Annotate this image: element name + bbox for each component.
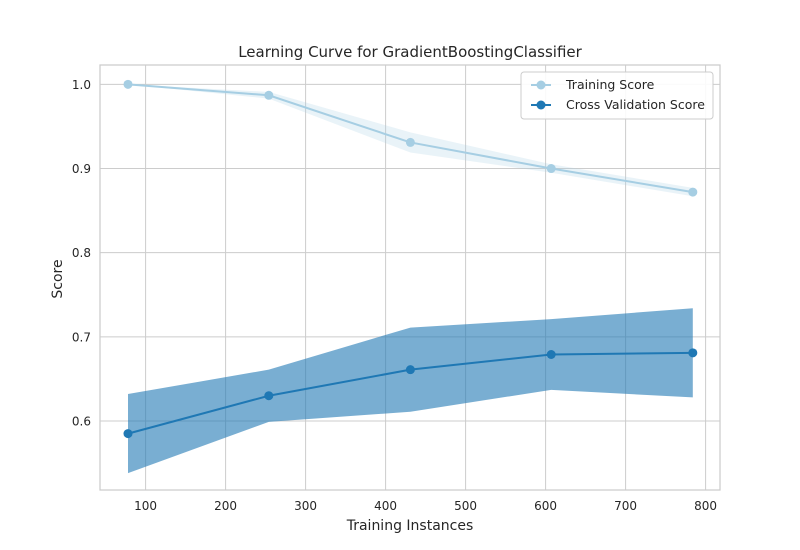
y-tick-label: 0.9: [72, 162, 91, 176]
chart-title: Learning Curve for GradientBoostingClass…: [238, 43, 582, 61]
x-tick-label: 700: [614, 499, 637, 513]
legend: Training Score Cross Validation Score: [520, 71, 714, 120]
y-tick-label: 1.0: [72, 78, 91, 92]
cv-score-point: [405, 365, 415, 375]
x-tick-label: 500: [454, 499, 477, 513]
training-score-point: [264, 90, 274, 100]
cv-score-band: [128, 308, 693, 474]
tick-labels: 100 200 300 400 500 600 700 800 0.6 0.7 0.8 0.9 1.0: [72, 78, 717, 513]
y-tick-label: 0.8: [72, 246, 91, 260]
training-score-point: [546, 164, 556, 174]
x-tick-label: 800: [694, 499, 717, 513]
training-score-point: [405, 137, 415, 147]
series-points: [123, 79, 698, 439]
legend-frame: [520, 71, 714, 120]
legend-label-cv: Cross Validation Score: [566, 97, 705, 112]
x-tick-label: 100: [134, 499, 157, 513]
y-axis-label: Score: [50, 259, 66, 298]
training-score-point: [123, 79, 133, 89]
cv-score-point: [688, 348, 698, 358]
x-tick-label: 600: [534, 499, 557, 513]
training-score-point: [688, 187, 698, 197]
y-tick-label: 0.7: [72, 330, 91, 344]
x-tick-label: 300: [294, 499, 317, 513]
x-axis-label: Training Instances: [346, 518, 474, 534]
cv-score-point: [123, 429, 133, 439]
plot-frame: [99, 64, 721, 491]
x-tick-label: 400: [374, 499, 397, 513]
legend-marker-cv: [536, 100, 546, 110]
legend-label-training: Training Score: [565, 77, 655, 92]
legend-marker-training: [536, 80, 546, 90]
cv-score-point: [264, 391, 274, 401]
x-tick-label: 200: [214, 499, 237, 513]
y-tick-label: 0.6: [72, 414, 91, 428]
cv-score-point: [546, 350, 556, 360]
